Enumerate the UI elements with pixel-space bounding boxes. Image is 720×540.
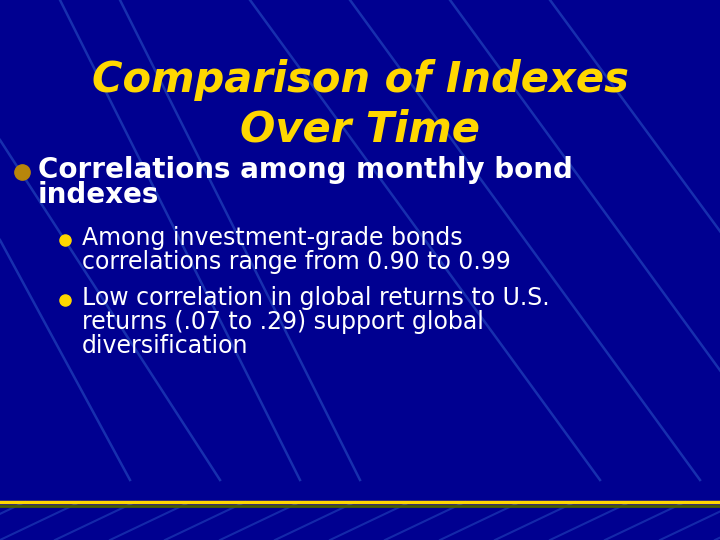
Text: Among investment-grade bonds: Among investment-grade bonds — [82, 226, 463, 250]
Text: returns (.07 to .29) support global: returns (.07 to .29) support global — [82, 310, 484, 334]
Text: Over Time: Over Time — [240, 109, 480, 151]
Text: correlations range from 0.90 to 0.99: correlations range from 0.90 to 0.99 — [82, 250, 510, 274]
Text: Low correlation in global returns to U.S.: Low correlation in global returns to U.S… — [82, 286, 549, 310]
Text: Correlations among monthly bond: Correlations among monthly bond — [38, 156, 573, 184]
Text: indexes: indexes — [38, 181, 159, 209]
Text: Comparison of Indexes: Comparison of Indexes — [91, 59, 629, 101]
Text: diversification: diversification — [82, 334, 248, 358]
